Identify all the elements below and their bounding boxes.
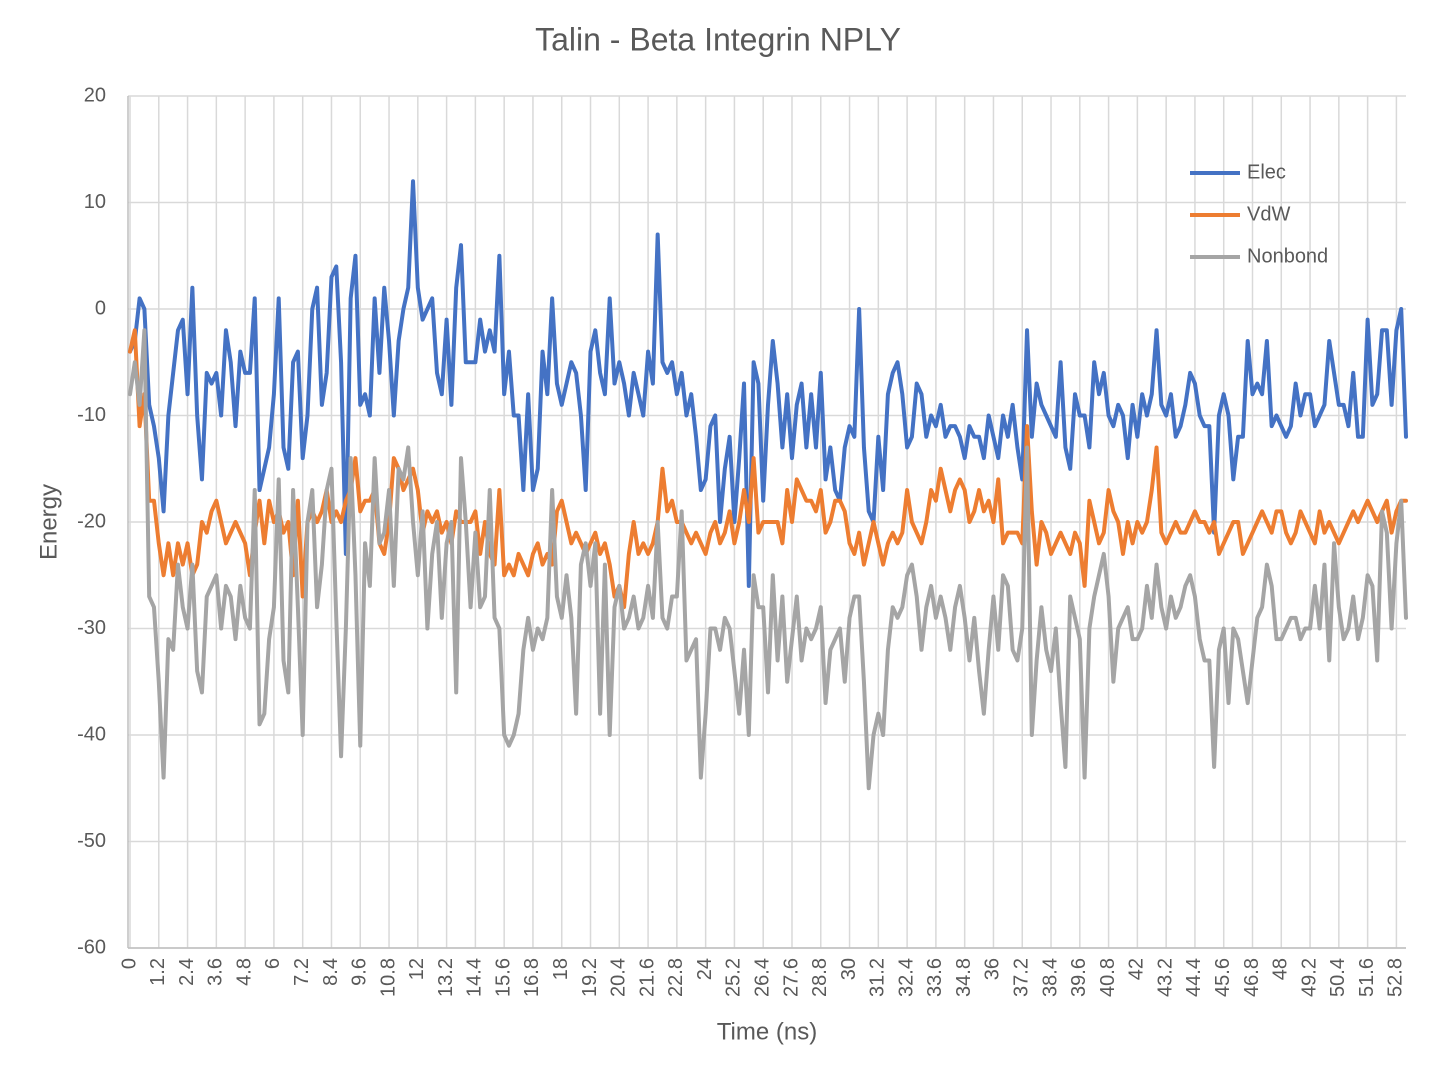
legend-label: Nonbond [1247, 245, 1328, 267]
x-tick-label: 10.8 [377, 958, 399, 997]
x-tick-label: 4.8 [233, 958, 255, 986]
y-tick-label: -20 [77, 510, 106, 532]
y-tick-label: 20 [84, 84, 106, 106]
x-tick-label: 43.2 [1154, 958, 1176, 997]
y-tick-label: -50 [77, 830, 106, 852]
x-tick-label: 33.6 [924, 958, 946, 997]
x-tick-label: 50.4 [1327, 958, 1349, 997]
x-tick-label: 28.8 [809, 958, 831, 997]
x-tick-label: 21.6 [636, 958, 658, 997]
x-tick-label: 1.2 [147, 958, 169, 986]
x-tick-label: 16.8 [521, 958, 543, 997]
y-tick-label: 0 [95, 297, 106, 319]
x-tick-label: 14.4 [464, 958, 486, 997]
x-tick-label: 20.4 [608, 958, 630, 997]
x-tick-label: 30 [838, 958, 860, 980]
x-tick-label: 49.2 [1298, 958, 1320, 997]
x-tick-label: 3.6 [205, 958, 227, 986]
x-tick-label: 12 [406, 958, 428, 980]
x-tick-label: 22.8 [665, 958, 687, 997]
plot [128, 179, 1408, 791]
series-line [128, 179, 1408, 588]
x-tick-label: 46.8 [1241, 958, 1263, 997]
x-tick-label: 34.8 [953, 958, 975, 997]
x-tick-label: 26.4 [751, 958, 773, 997]
chart-title: Talin - Beta Integrin NPLY [535, 21, 901, 57]
x-tick-label: 24 [694, 958, 716, 980]
x-tick-label: 48 [1270, 958, 1292, 980]
x-tick-label: 18 [550, 958, 572, 980]
y-axis-title: Energy [35, 484, 62, 560]
x-tick-label: 31.2 [867, 958, 889, 997]
legend-label: VdW [1247, 203, 1290, 225]
x-tick-label: 9.6 [349, 958, 371, 986]
series-line [128, 328, 1408, 791]
x-tick-label: 40.8 [1097, 958, 1119, 997]
x-tick-label: 27.6 [780, 958, 802, 997]
x-tick-label: 38.4 [1039, 958, 1061, 997]
x-tick-label: 37.2 [1011, 958, 1033, 997]
x-tick-label: 25.2 [723, 958, 745, 997]
x-tick-label: 51.6 [1356, 958, 1378, 997]
y-tick-label: -10 [77, 404, 106, 426]
y-tick-label: 10 [84, 191, 106, 213]
x-tick-label: 39.6 [1068, 958, 1090, 997]
x-tick-label: 7.2 [291, 958, 313, 986]
x-tick-label: 52.8 [1385, 958, 1407, 997]
legend-label: Elec [1247, 161, 1286, 183]
y-tick-label: -60 [77, 936, 106, 958]
x-tick-label: 32.4 [895, 958, 917, 997]
x-tick-label: 42 [1126, 958, 1148, 980]
y-tick-label: -40 [77, 723, 106, 745]
x-tick-label: 0 [118, 958, 140, 969]
x-tick-label: 44.4 [1183, 958, 1205, 997]
x-tick-label: 45.6 [1212, 958, 1234, 997]
x-tick-label: 15.6 [492, 958, 514, 997]
y-tick-label: -30 [77, 617, 106, 639]
x-tick-label: 13.2 [435, 958, 457, 997]
x-tick-label: 19.2 [579, 958, 601, 997]
x-tick-label: 6 [262, 958, 284, 969]
x-axis-title: Time (ns) [717, 1018, 817, 1045]
x-tick-label: 2.4 [176, 958, 198, 986]
series-line [128, 328, 1408, 610]
x-tick-label: 8.4 [320, 958, 342, 986]
x-tick-label: 36 [982, 958, 1004, 980]
